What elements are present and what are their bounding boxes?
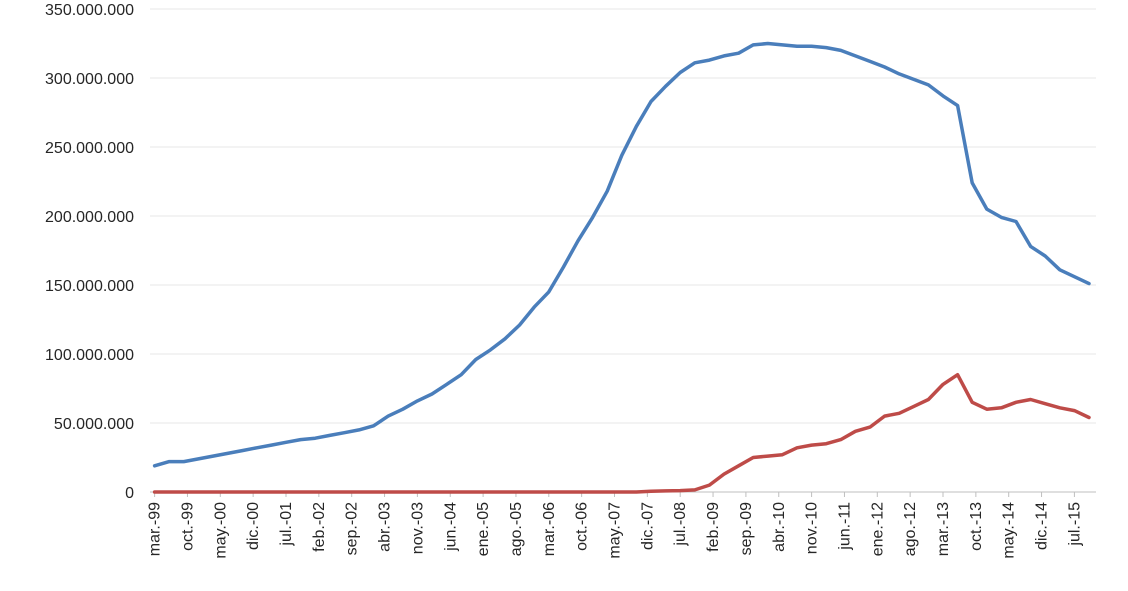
x-tick-label: may.-07 [607, 502, 624, 559]
x-tick-label: jul.-01 [278, 502, 295, 547]
x-tick-label: ene.-12 [869, 502, 886, 556]
grid-lines [150, 8, 1096, 424]
x-tick-label: abr.-10 [771, 502, 788, 552]
y-tick-label: 250.000.000 [45, 140, 134, 157]
x-tick-label: oct.-13 [968, 502, 985, 551]
x-tick-label: nov.-10 [804, 502, 821, 554]
y-axis-ticks: 0 50.000.000 100.000.000 150.000.000 200.000… [45, 2, 134, 502]
x-tick-label: ene.-05 [475, 502, 492, 556]
x-tick-label: mar.-13 [935, 502, 952, 556]
y-tick-label: 0 [125, 485, 134, 502]
x-axis-ticks: mar.-99 oct.-99 may.-00 dic.-00 jul.-01 feb.-… [147, 502, 1084, 559]
y-tick-label: 350.000.000 [45, 2, 134, 19]
y-tick-label: 300.000.000 [45, 71, 134, 88]
x-tick-label: nov.-03 [409, 502, 426, 554]
x-tick-label: sep.-09 [738, 502, 755, 555]
x-tick-label: jul.-15 [1066, 502, 1083, 547]
x-tick-label: oct.-06 [574, 502, 591, 551]
x-tick-label: mar.-99 [147, 502, 164, 556]
y-tick-label: 150.000.000 [45, 278, 134, 295]
x-tick-label: jun.-04 [442, 502, 459, 552]
x-tick-label: ago.-12 [902, 502, 919, 556]
x-tick-label: dic.-14 [1034, 502, 1051, 550]
y-tick-label: 50.000.000 [54, 416, 134, 433]
series-line-2 [152, 372, 1091, 494]
x-tick-label: oct.-99 [179, 502, 196, 551]
y-tick-label: 100.000.000 [45, 347, 134, 364]
x-tick-label: mar.-06 [541, 502, 558, 556]
x-tick-label: jul.-08 [672, 502, 689, 547]
x-tick-label: may.-14 [1001, 502, 1018, 559]
series-line-1 [152, 41, 1091, 468]
series-lines [152, 41, 1091, 494]
x-tick-label: dic.-07 [639, 502, 656, 550]
x-tick-label: abr.-03 [377, 502, 394, 552]
x-tick-label: feb.-09 [705, 502, 722, 552]
x-tick-label: ago.-05 [508, 502, 525, 556]
x-tick-label: dic.-00 [245, 502, 262, 550]
x-tick-label: may.-00 [212, 502, 229, 559]
x-tick-label: jun.-11 [836, 502, 853, 551]
y-tick-label: 200.000.000 [45, 209, 134, 226]
x-tick-label: sep.-02 [344, 502, 361, 555]
x-tick-label: feb.-02 [311, 502, 328, 552]
